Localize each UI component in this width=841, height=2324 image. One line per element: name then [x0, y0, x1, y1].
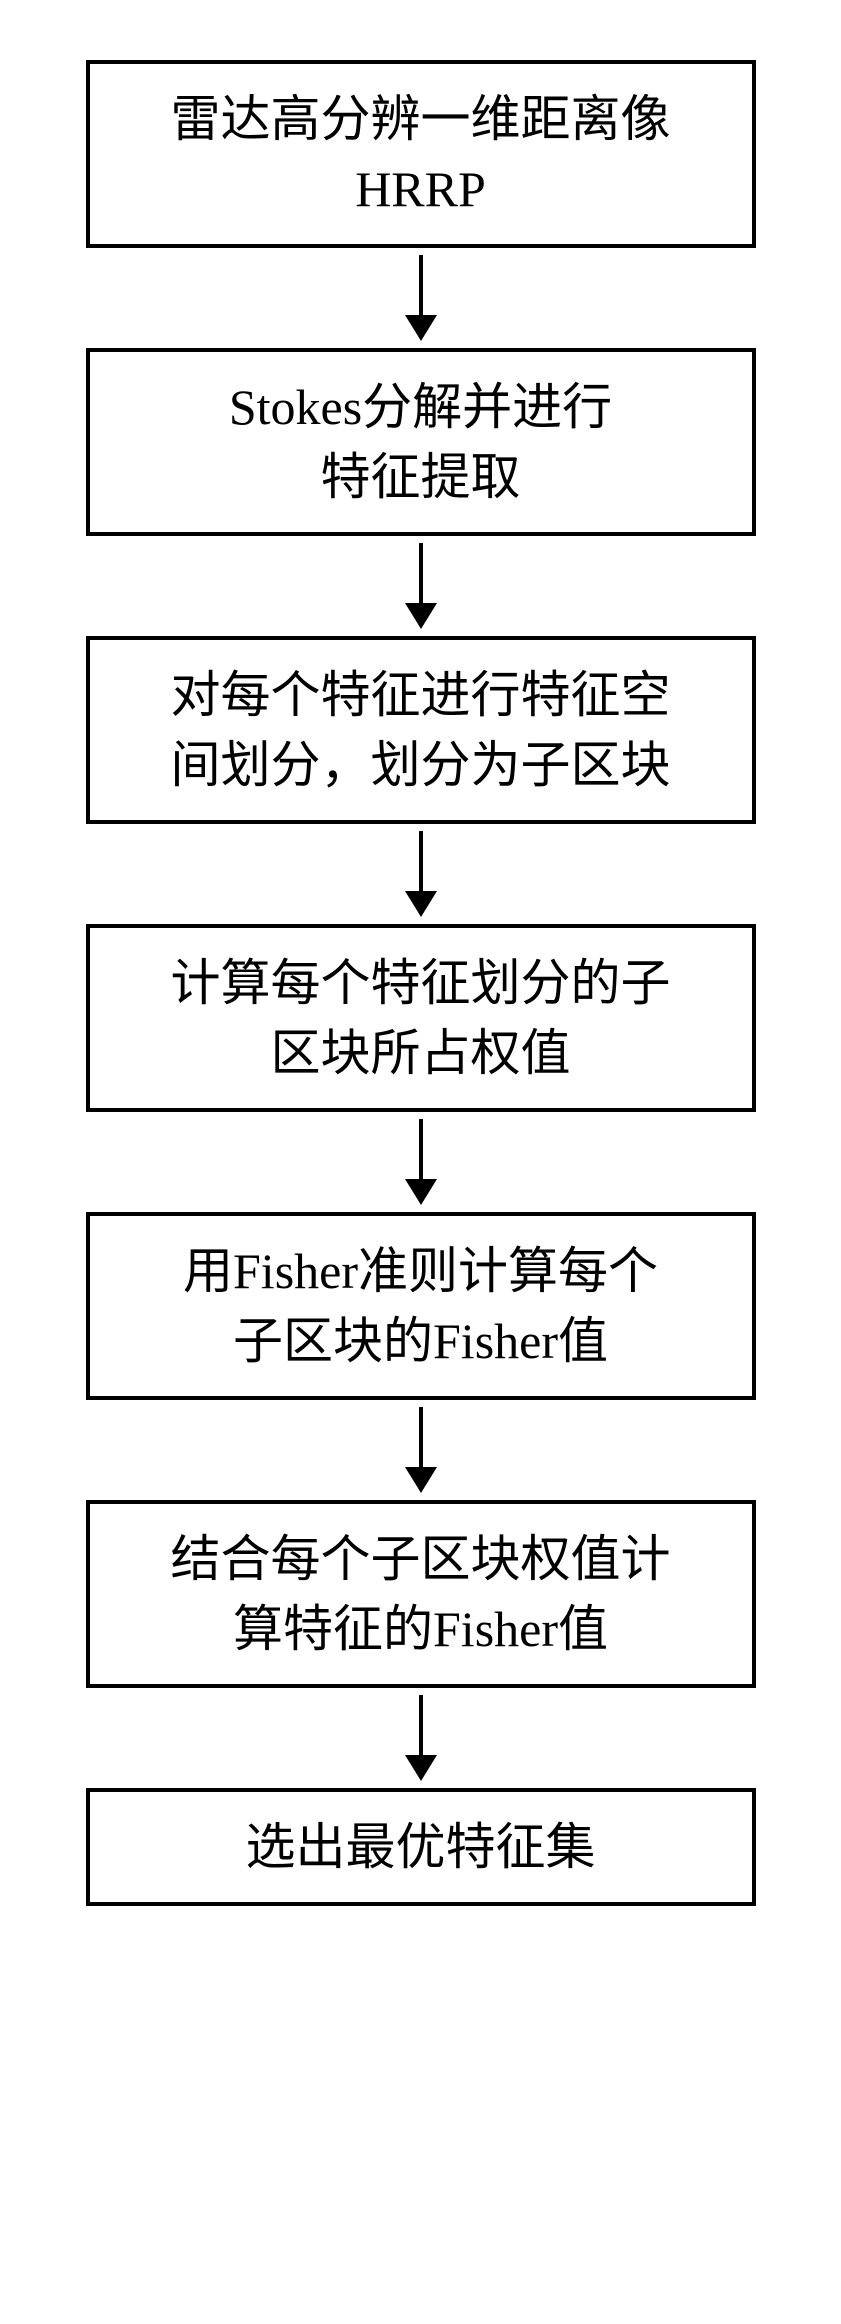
arrow-line: [419, 1695, 423, 1755]
flow-arrow-4: [405, 1112, 437, 1212]
flow-arrow-2: [405, 536, 437, 636]
flow-arrow-3: [405, 824, 437, 924]
arrow-head-icon: [405, 603, 437, 629]
flow-node-3-label: 对每个特征进行特征空 间划分，划分为子区块: [171, 660, 671, 800]
flow-node-7-label: 选出最优特征集: [246, 1812, 596, 1882]
arrow-line: [419, 255, 423, 315]
flow-node-3: 对每个特征进行特征空 间划分，划分为子区块: [86, 636, 756, 824]
flow-node-4-label: 计算每个特征划分的子 区块所占权值: [171, 948, 671, 1088]
arrow-line: [419, 543, 423, 603]
flow-node-2-label: Stokes分解并进行 特征提取: [229, 372, 612, 512]
arrow-head-icon: [405, 1467, 437, 1493]
arrow-head-icon: [405, 1179, 437, 1205]
flow-node-7: 选出最优特征集: [86, 1788, 756, 1906]
arrow-line: [419, 1407, 423, 1467]
arrow-line: [419, 831, 423, 891]
flow-arrow-1: [405, 248, 437, 348]
flow-node-6-label: 结合每个子区块权值计 算特征的Fisher值: [171, 1524, 671, 1664]
flow-arrow-6: [405, 1688, 437, 1788]
arrow-line: [419, 1119, 423, 1179]
flow-node-6: 结合每个子区块权值计 算特征的Fisher值: [86, 1500, 756, 1688]
flow-node-4: 计算每个特征划分的子 区块所占权值: [86, 924, 756, 1112]
arrow-head-icon: [405, 315, 437, 341]
flow-arrow-5: [405, 1400, 437, 1500]
arrow-head-icon: [405, 1755, 437, 1781]
arrow-head-icon: [405, 891, 437, 917]
flow-node-1: 雷达高分辨一维距离像 HRRP: [86, 60, 756, 248]
flow-node-2: Stokes分解并进行 特征提取: [86, 348, 756, 536]
flow-node-1-label: 雷达高分辨一维距离像 HRRP: [171, 84, 671, 224]
flow-node-5: 用Fisher准则计算每个 子区块的Fisher值: [86, 1212, 756, 1400]
flow-node-5-label: 用Fisher准则计算每个 子区块的Fisher值: [183, 1236, 658, 1376]
